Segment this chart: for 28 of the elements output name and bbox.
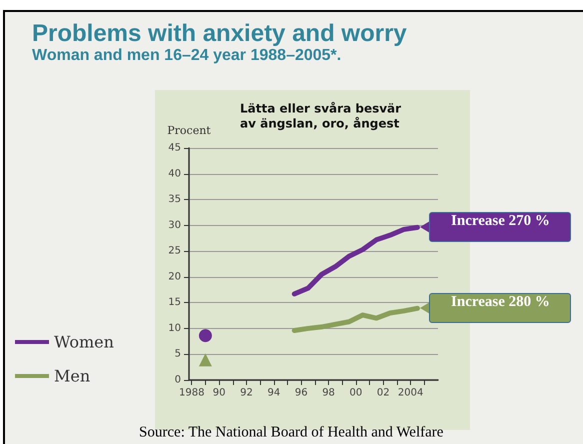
y-tick-label: 45	[168, 142, 181, 154]
x-tick-label: 92	[240, 388, 253, 398]
y-tick-label: 20	[168, 271, 181, 282]
x-tick-label: 00	[350, 388, 362, 398]
y-tick-label: 30	[168, 220, 181, 231]
x-tick-label: 98	[322, 388, 335, 398]
x-tick-label: 02	[376, 388, 390, 398]
y-tick-label: 10	[168, 322, 181, 334]
x-tick-label: 90	[212, 388, 226, 398]
y-tick-label: 40	[168, 168, 181, 180]
annotation: Increase 280 %	[429, 293, 572, 324]
chart-subtitle: Woman and men 16–24 year 1988–2005*.	[32, 47, 342, 65]
legend-label: Women	[54, 332, 114, 352]
y-tick-label: 15	[168, 297, 181, 308]
y-tick-label: 0	[174, 374, 181, 386]
x-tick-label: 1988	[179, 388, 204, 398]
y-axis-title: Procent	[167, 124, 212, 137]
legend-label: Men	[54, 366, 90, 386]
y-tick-label: 25	[168, 246, 181, 257]
source-note: Source: The National Board of Health and Welfare	[139, 424, 444, 440]
y-tick-label: 35	[168, 194, 181, 206]
x-tick-label: 2004	[398, 388, 424, 398]
text: Lätta eller svåra besvär av ängslan, oro, ångest	[240, 102, 402, 130]
chart-title: Problems with anxiety and worry	[32, 20, 407, 48]
annotation: Increase 270 %	[429, 212, 572, 242]
x-tick-label: 96	[294, 388, 308, 398]
x-tick-label: 94	[267, 388, 280, 398]
y-tick-label: 5	[174, 348, 181, 360]
